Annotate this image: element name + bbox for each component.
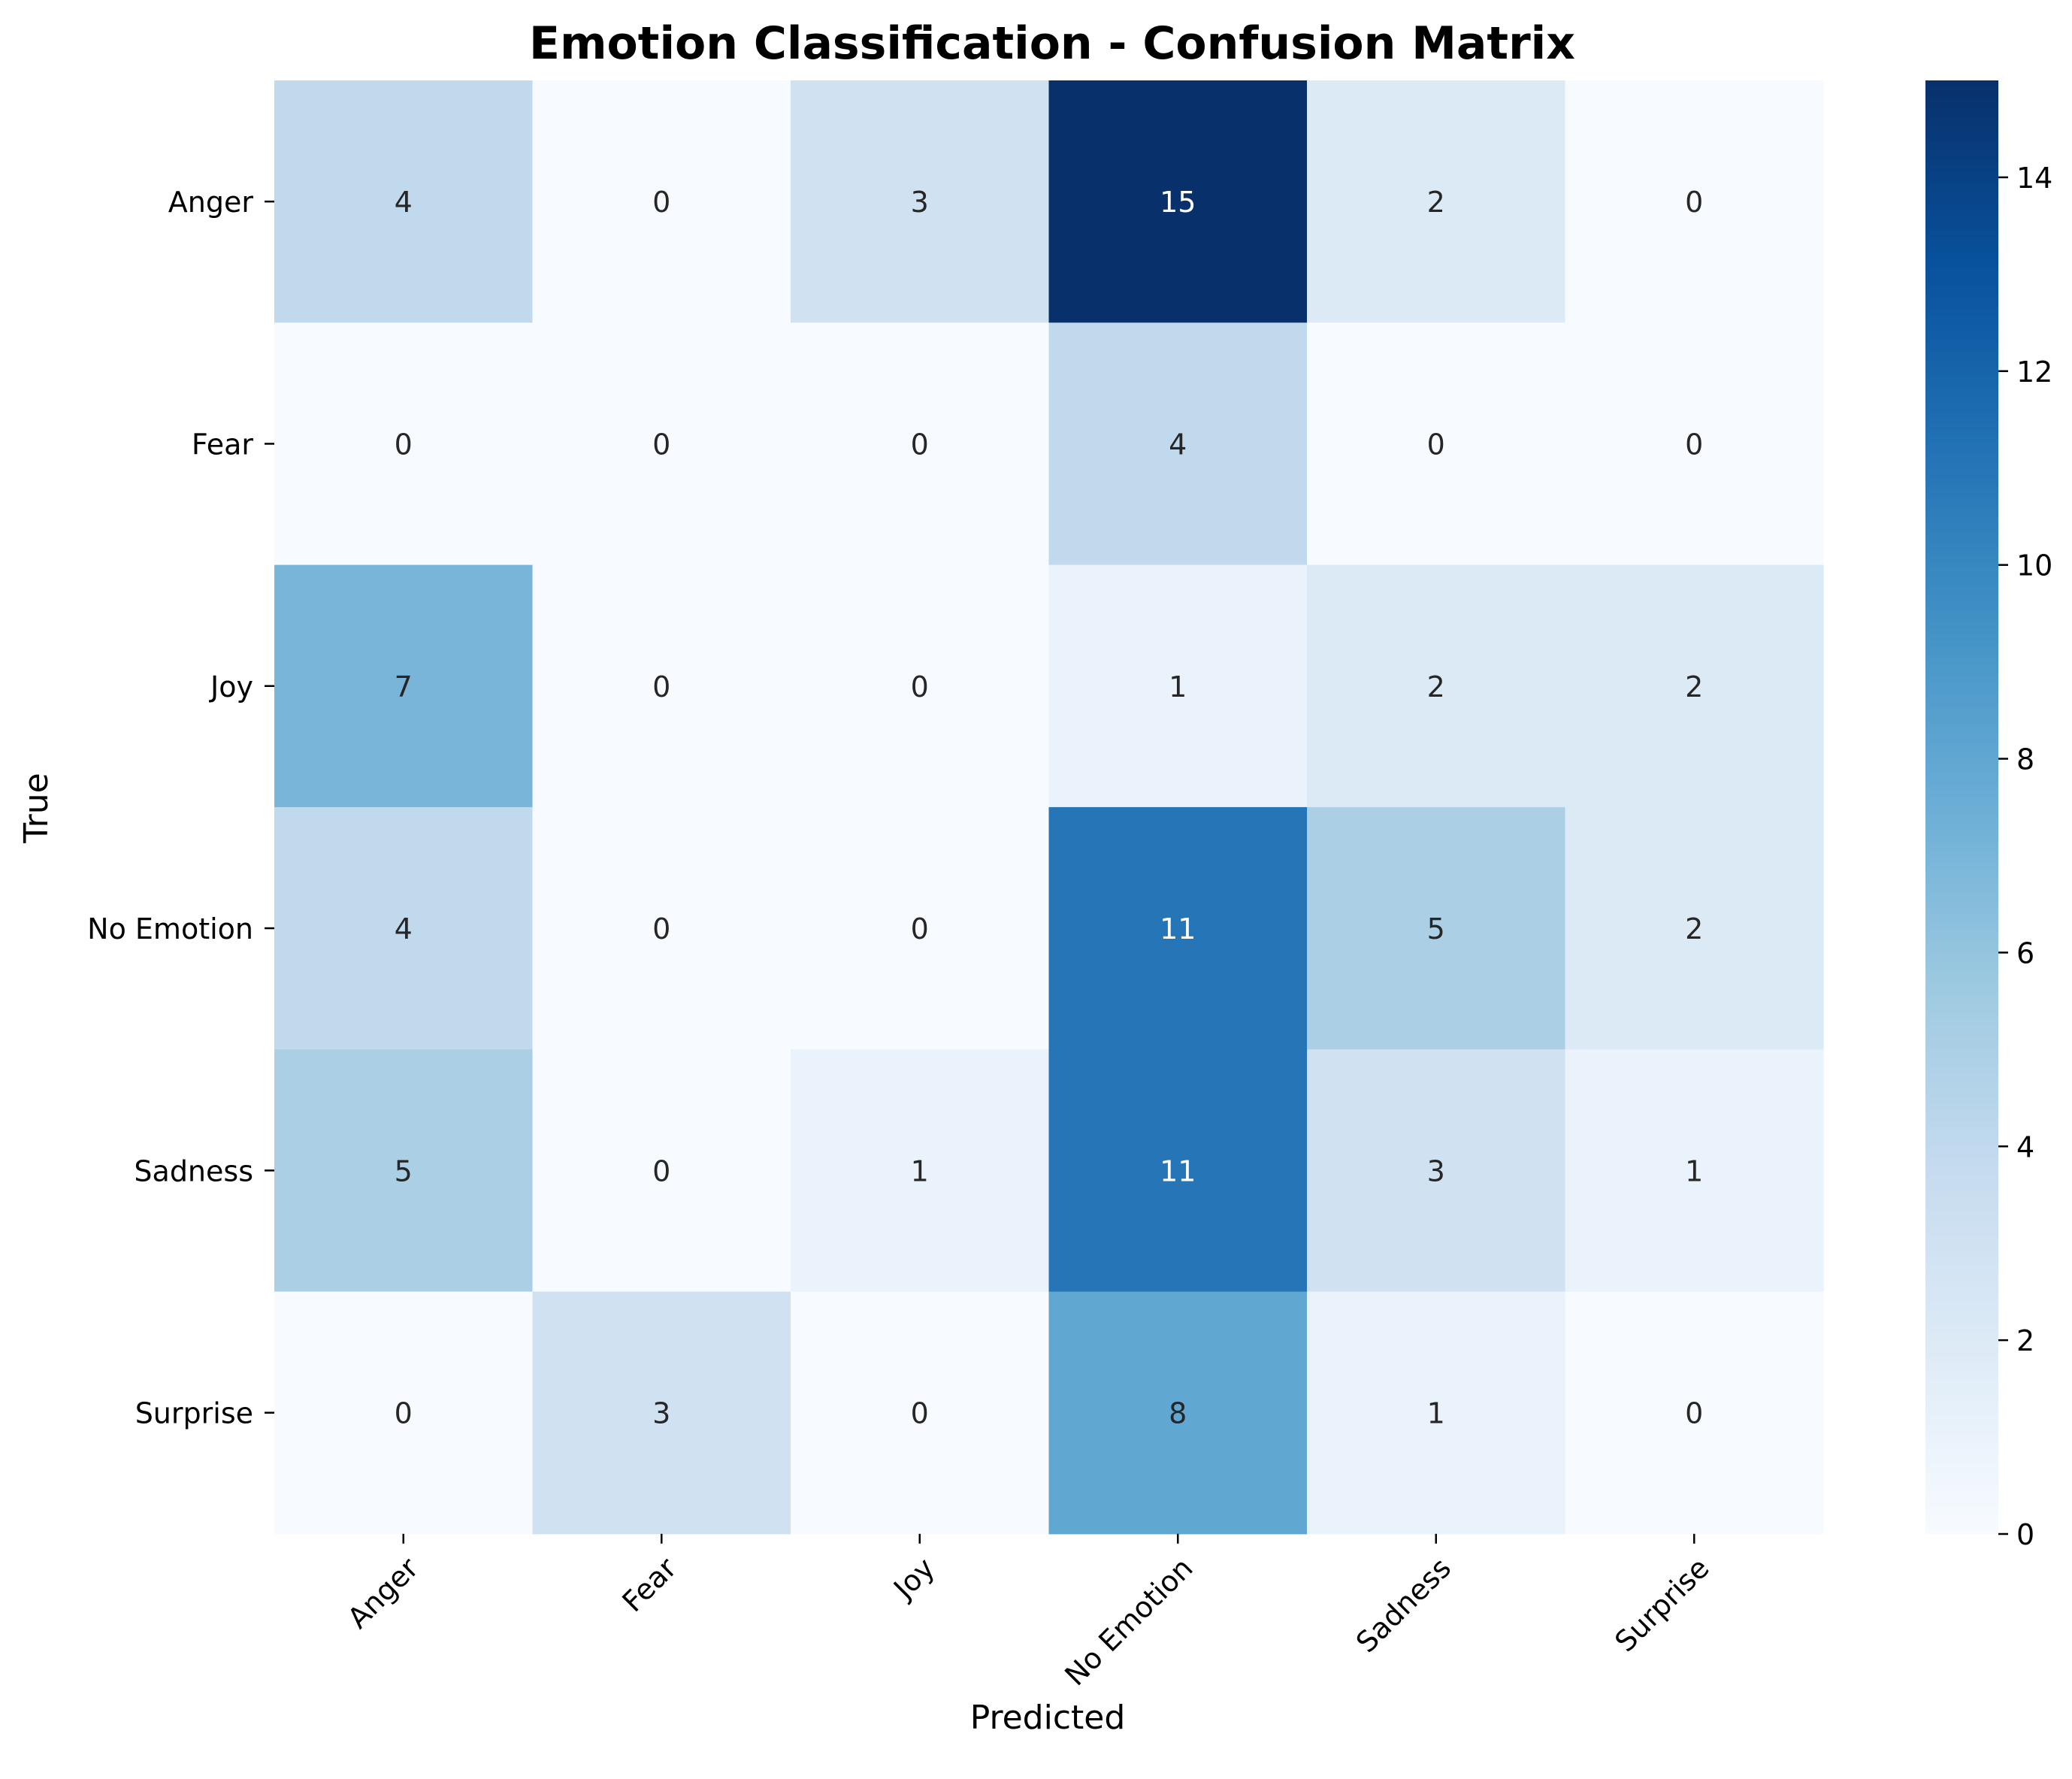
cell-value-label: 1: [1427, 1397, 1445, 1430]
cell-value-label: 0: [652, 912, 670, 945]
colorbar: 0 2 4 6 8 10 12 14: [1925, 80, 2052, 1551]
heatmap-cell-sadness-no-emotion: [1048, 1049, 1308, 1293]
cell-value-label: 5: [395, 1154, 413, 1188]
heatmap-cell-anger-no-emotion: [1048, 80, 1308, 323]
y-tick-label: Joy: [209, 670, 253, 703]
heatmap-cell-anger-joy: [791, 80, 1050, 323]
cell-value-label: 3: [652, 1397, 670, 1430]
heatmap-cell-fear-joy: [791, 322, 1050, 566]
cell-value-label: 0: [911, 428, 929, 461]
cell-value-label: 1: [911, 1154, 929, 1188]
cell-value-label: 11: [1160, 1154, 1196, 1188]
colorbar-tick-label: 12: [2016, 355, 2052, 389]
chart-title: Emotion Classification - Confusion Matri…: [529, 17, 1575, 70]
cell-value-label: 3: [911, 186, 929, 219]
heatmap-cells: 4 0 3 15 2 00 0 0 4 0 07 0 0 1 2 24 0 0 11 5 25 0 1 11 3 10 3 0 8 1 0: [274, 80, 1824, 1535]
colorbar-gradient: [1925, 80, 1998, 1534]
cell-value-label: 2: [1427, 186, 1445, 219]
cell-value-label: 0: [652, 186, 670, 219]
y-axis-label: True: [17, 773, 56, 843]
cell-value-label: 0: [395, 428, 413, 461]
heatmap-cell-joy-no-emotion: [1048, 564, 1308, 808]
x-axis-label: Predicted: [970, 1699, 1126, 1737]
heatmap-cell-anger-fear: [532, 80, 791, 323]
y-tick-label: Fear: [192, 428, 253, 461]
cell-value-label: 0: [395, 1397, 413, 1430]
heatmap-cell-sadness-joy: [791, 1049, 1050, 1293]
cell-value-label: 2: [1685, 912, 1703, 945]
colorbar-tick-label: 6: [2016, 936, 2034, 970]
colorbar-tick-label: 4: [2016, 1130, 2034, 1163]
cell-value-label: 0: [652, 428, 670, 461]
cell-value-label: 0: [652, 670, 670, 703]
heatmap-cell-surprise-surprise: [1565, 1291, 1824, 1535]
cell-value-label: 0: [911, 1397, 929, 1430]
cell-value-label: 0: [1685, 1397, 1703, 1430]
heatmap-cell-no-emotion-anger: [274, 806, 534, 1050]
y-tick-label: Sadness: [134, 1154, 253, 1188]
heatmap-cell-fear-fear: [532, 322, 791, 566]
heatmap-cell-fear-no-emotion: [1048, 322, 1308, 566]
cell-value-label: 0: [652, 1154, 670, 1188]
cell-value-label: 0: [1685, 186, 1703, 219]
heatmap-cell-sadness-anger: [274, 1049, 534, 1293]
cell-value-label: 4: [395, 912, 413, 945]
heatmap-cell-surprise-fear: [532, 1291, 791, 1535]
y-axis: Anger Fear Joy No Emotion Sadness Surprise: [87, 186, 274, 1430]
cell-value-label: 4: [1169, 428, 1187, 461]
heatmap-cell-anger-surprise: [1565, 80, 1824, 323]
colorbar-tick-label: 0: [2016, 1518, 2034, 1551]
heatmap-cell-no-emotion-fear: [532, 806, 791, 1050]
y-tick-label: Surprise: [135, 1397, 253, 1430]
heatmap-cell-fear-sadness: [1307, 322, 1566, 566]
cell-value-label: 15: [1160, 186, 1196, 219]
heatmap-cell-sadness-sadness: [1307, 1049, 1566, 1293]
heatmap-cell-joy-sadness: [1307, 564, 1566, 808]
cell-value-label: 0: [911, 912, 929, 945]
cell-value-label: 4: [395, 186, 413, 219]
heatmap-cell-surprise-anger: [274, 1291, 534, 1535]
heatmap-cell-joy-surprise: [1565, 564, 1824, 808]
heatmap-cell-joy-anger: [274, 564, 534, 808]
cell-value-label: 1: [1685, 1154, 1703, 1188]
heatmap-cell-no-emotion-sadness: [1307, 806, 1566, 1050]
cell-value-label: 2: [1427, 670, 1445, 703]
heatmap-cell-surprise-no-emotion: [1048, 1291, 1308, 1535]
heatmap-cell-no-emotion-no-emotion: [1048, 806, 1308, 1050]
heatmap-cell-joy-fear: [532, 564, 791, 808]
heatmap-cell-anger-anger: [274, 80, 534, 323]
cell-value-label: 0: [911, 670, 929, 703]
cell-value-label: 8: [1169, 1397, 1187, 1430]
heatmap-cell-sadness-fear: [532, 1049, 791, 1293]
heatmap-cell-surprise-sadness: [1307, 1291, 1566, 1535]
heatmap-cell-no-emotion-surprise: [1565, 806, 1824, 1050]
y-tick-label: Anger: [168, 186, 254, 219]
heatmap-cell-joy-joy: [791, 564, 1050, 808]
colorbar-tick-label: 14: [2016, 162, 2052, 195]
cell-value-label: 7: [395, 670, 413, 703]
cell-value-label: 5: [1427, 912, 1445, 945]
y-tick-label: No Emotion: [87, 912, 253, 945]
cell-value-label: 2: [1685, 670, 1703, 703]
heatmap-cell-surprise-joy: [791, 1291, 1050, 1535]
heatmap-cell-sadness-surprise: [1565, 1049, 1824, 1293]
colorbar-tick-label: 8: [2016, 743, 2034, 776]
cell-value-label: 1: [1169, 670, 1187, 703]
heatmap-cell-anger-sadness: [1307, 80, 1566, 323]
colorbar-tick-label: 10: [2016, 549, 2052, 582]
heatmap-cell-fear-anger: [274, 322, 534, 566]
cell-value-label: 0: [1685, 428, 1703, 461]
cell-value-label: 3: [1427, 1154, 1445, 1188]
cell-value-label: 11: [1160, 912, 1196, 945]
heatmap-cell-no-emotion-joy: [791, 806, 1050, 1050]
cell-value-label: 0: [1427, 428, 1445, 461]
colorbar-tick-label: 2: [2016, 1324, 2034, 1357]
heatmap-cell-fear-surprise: [1565, 322, 1824, 566]
